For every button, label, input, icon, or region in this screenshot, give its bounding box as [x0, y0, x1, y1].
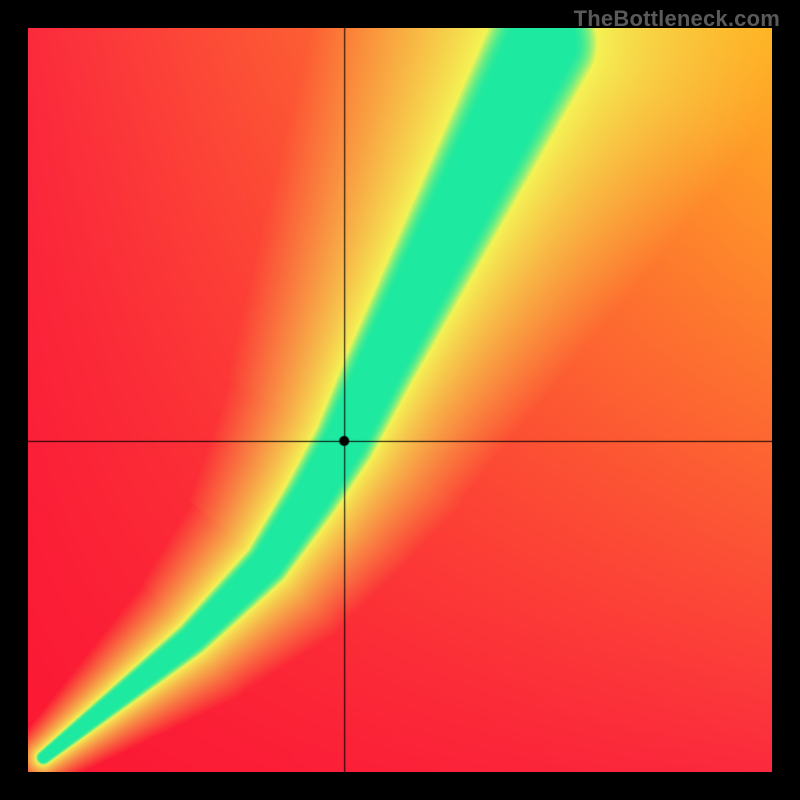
bottleneck-heatmap — [28, 28, 772, 772]
chart-container: TheBottleneck.com — [0, 0, 800, 800]
watermark-text: TheBottleneck.com — [574, 6, 780, 32]
